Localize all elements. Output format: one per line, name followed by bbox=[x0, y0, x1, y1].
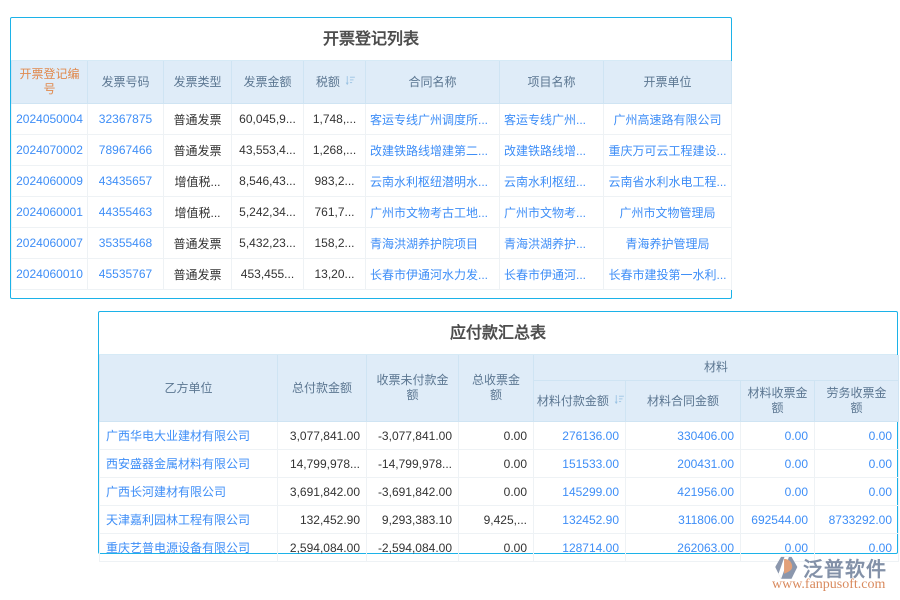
svg-text:www.fanpusoft.com: www.fanpusoft.com bbox=[772, 577, 886, 592]
